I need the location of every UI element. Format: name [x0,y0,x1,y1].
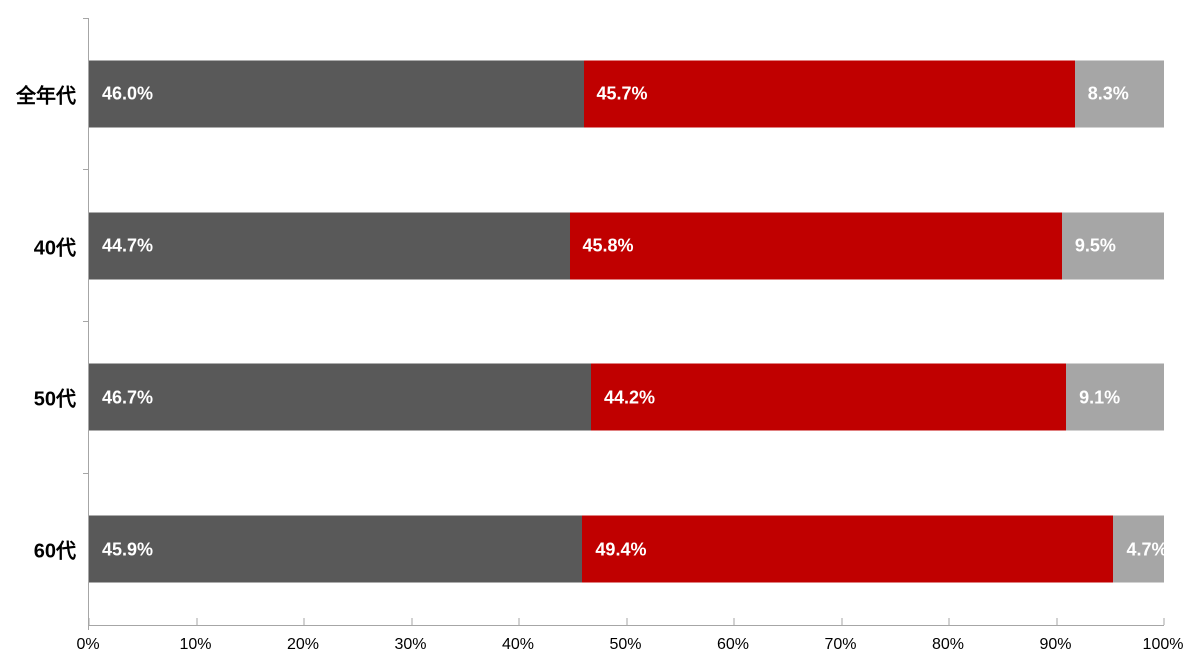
x-axis-tick [411,618,412,625]
red-segment: 49.4% [582,515,1114,583]
dark-gray-segment: 45.9% [89,515,583,583]
category-row: 60代 45.9% 49.4% 4.7% [34,473,1168,625]
x-axis-tick-label: 60% [716,636,750,653]
x-axis-tick [841,618,842,625]
dark-gray-segment: 46.0% [89,60,584,128]
x-axis-tick [518,618,520,625]
x-axis-tick-label: 70% [824,636,857,653]
x-axis-tick [88,618,90,625]
segment-value-label: 46.7% [102,387,154,408]
segment-value-label: 45.7% [596,83,648,104]
x-axis-tick-label: 40% [501,636,535,653]
segment-value-label: 4.7% [1126,539,1168,560]
y-axis-tick [83,321,89,322]
segment-value-label: 45.8% [582,235,634,256]
x-axis-tick-label: 0% [76,636,100,653]
segment-value-label: 44.7% [102,235,154,256]
x-axis-tick-label: 50% [609,636,642,653]
x-axis-tick-label: 90% [1039,636,1072,653]
y-axis-tick [83,18,89,19]
category-label: 60代 [33,540,76,563]
red-segment: 44.2% [591,363,1067,431]
category-label: 40代 [33,237,76,260]
category-row: 全年代 46.0% 45.7% 8.3% [16,18,1164,170]
plot-area: 全年代 46.0% 45.7% 8.3% 40代 44.7% 45.8% 9.5% 50代 46.… [16,18,1168,630]
stacked-bar: 46.0% 45.7% 8.3% [89,60,1164,128]
light-gray-segment: 9.1% [1066,363,1164,431]
segment-value-label: 44.2% [604,387,656,408]
x-axis-tick [1163,618,1165,625]
x-axis-tick [1056,618,1057,625]
segment-value-label: 9.5% [1074,235,1116,256]
segment-value-label: 49.4% [595,539,647,560]
light-gray-segment: 9.5% [1061,212,1164,280]
x-axis-tick-label: 10% [179,636,212,653]
dark-gray-segment: 46.7% [89,363,592,431]
y-axis-tick [88,625,89,630]
stacked-bar: 44.7% 45.8% 9.5% [89,212,1164,280]
category-row: 50代 46.7% 44.2% 9.1% [34,322,1164,474]
x-axis-tick [303,618,305,625]
x-axis-tick [948,618,950,625]
category-label: 全年代 [16,85,76,108]
stacked-bar: 46.7% 44.2% 9.1% [89,363,1164,431]
x-axis-tick [196,618,197,625]
x-axis-labels: 0% 10% 20% 30% 40% 50% 60% 70% 80% 90% 100% [76,636,1183,660]
category-label: 50代 [33,388,76,411]
x-axis-tick-label: 30% [394,636,427,653]
x-axis-tick-label: 80% [931,636,965,653]
stacked-bar: 45.9% 49.4% 4.7% [89,515,1168,583]
x-axis-tick [733,618,735,625]
segment-value-label: 46.0% [102,83,154,104]
y-axis-tick [83,472,89,474]
light-gray-segment: 4.7% [1113,515,1168,583]
segment-value-label: 8.3% [1087,83,1129,104]
y-axis-tick [83,169,89,171]
category-row: 40代 44.7% 45.8% 9.5% [34,170,1164,322]
segment-value-label: 9.1% [1079,387,1121,408]
red-segment: 45.8% [569,212,1062,280]
red-segment: 45.7% [583,60,1075,128]
x-axis-tick [626,618,627,625]
x-axis-tick-label: 100% [1142,636,1184,653]
segment-value-label: 45.9% [102,539,154,560]
light-gray-segment: 8.3% [1074,60,1164,128]
x-axis-tick-label: 20% [286,636,320,653]
dark-gray-segment: 44.7% [89,212,570,280]
